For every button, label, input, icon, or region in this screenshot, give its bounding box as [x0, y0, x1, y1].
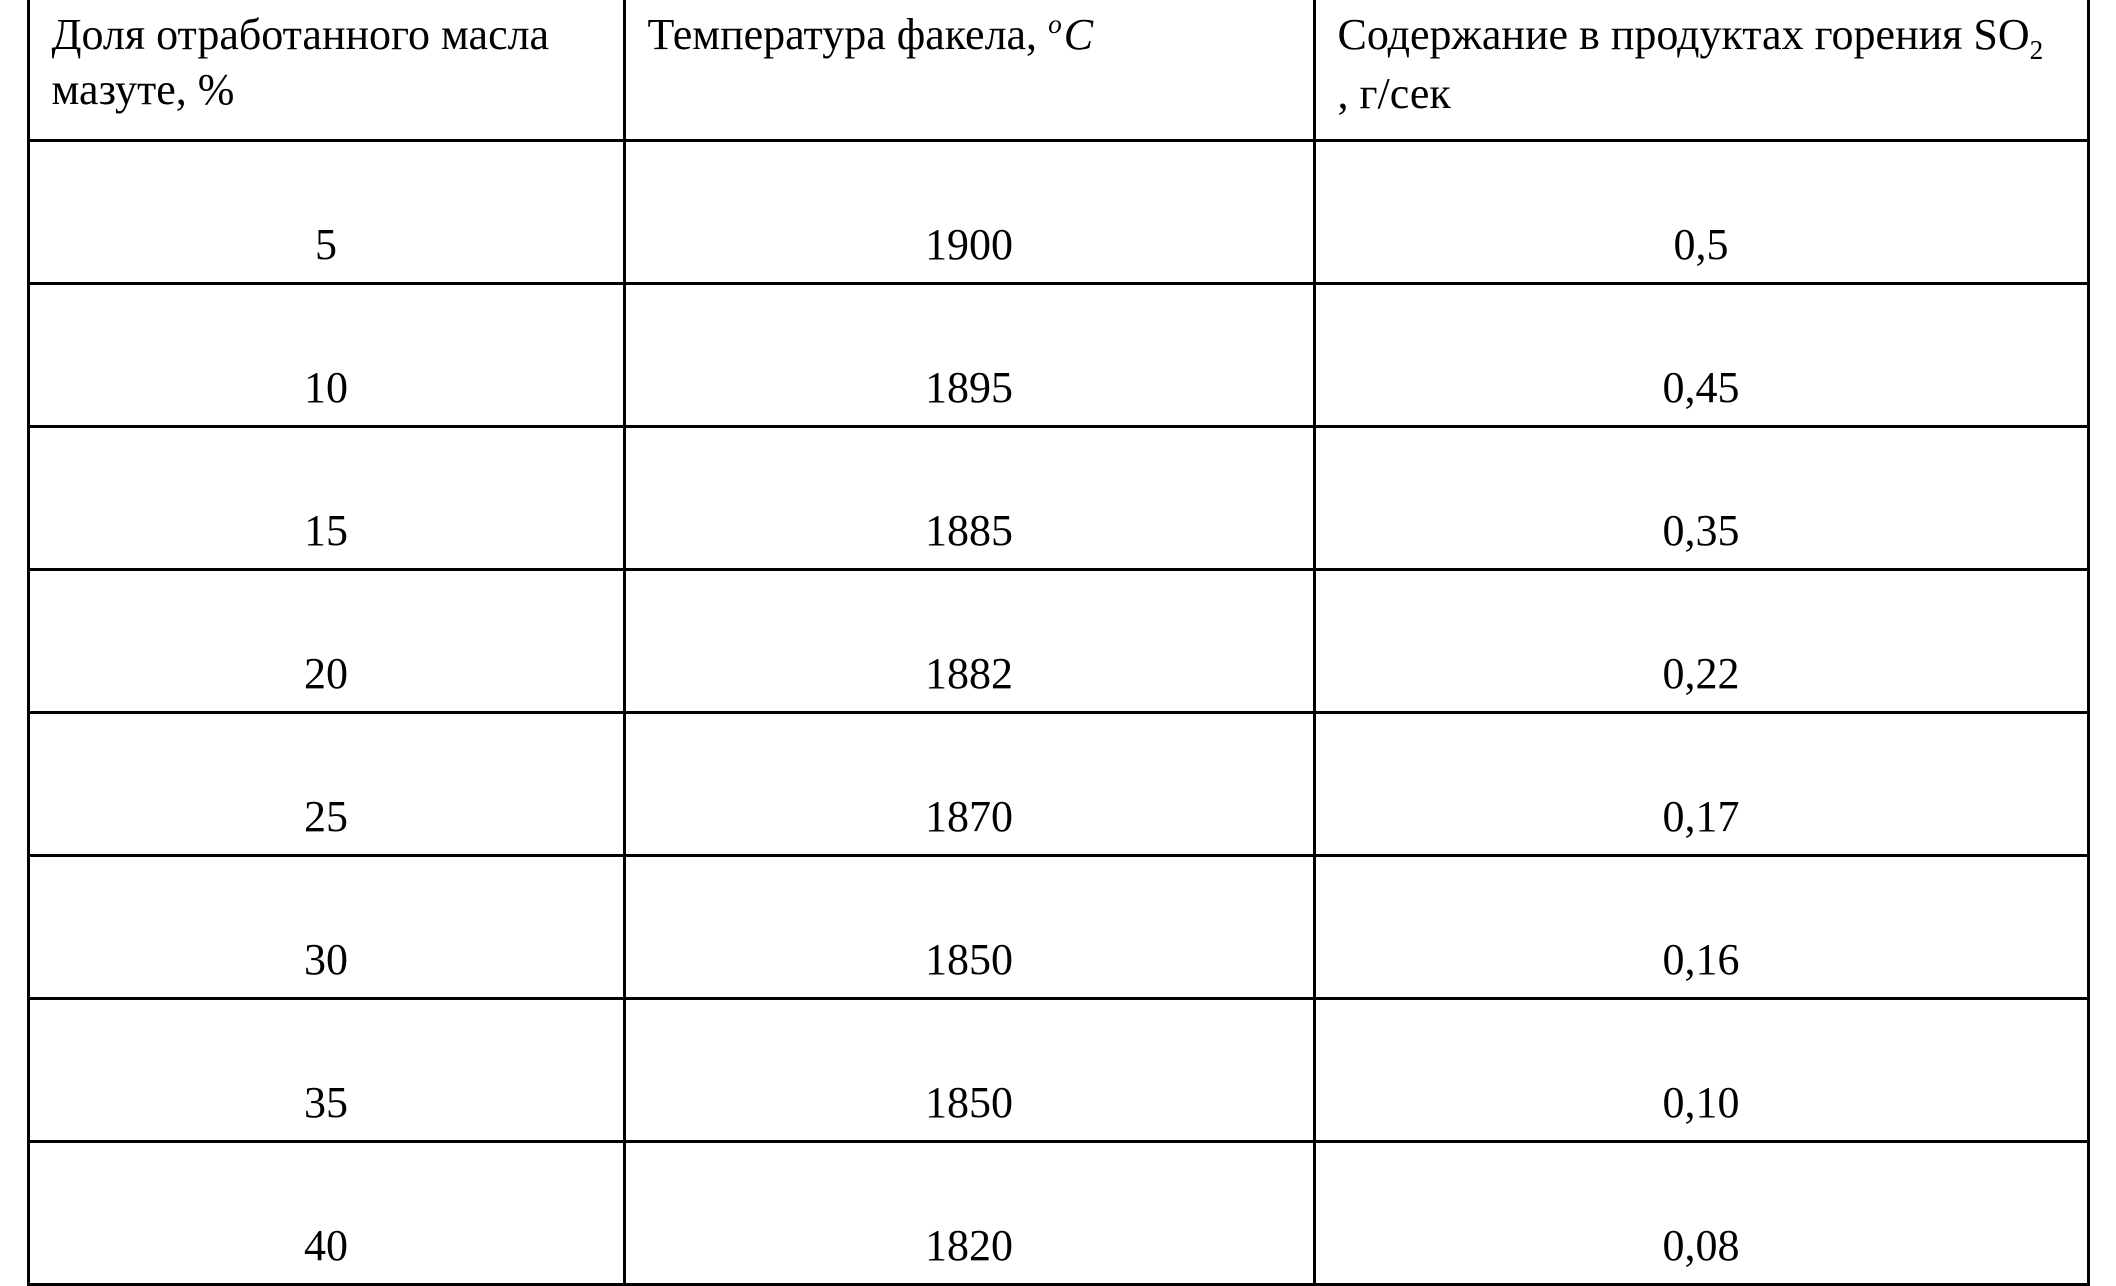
- cell-share: 5: [28, 141, 624, 284]
- cell-temp: 1900: [624, 141, 1314, 284]
- cell-share: 40: [28, 1142, 624, 1285]
- cell-so2: 0,16: [1314, 856, 2088, 999]
- celsius-symbol: С: [1064, 10, 1093, 59]
- table-row: 10 1895 0,45: [28, 284, 2088, 427]
- cell-temp: 1885: [624, 427, 1314, 570]
- cell-share: 30: [28, 856, 624, 999]
- col-header-so2: Содержание в продуктах горения SO2 , г/с…: [1314, 0, 2088, 141]
- cell-so2: 0,5: [1314, 141, 2088, 284]
- so2-subscript: 2: [2030, 34, 2044, 64]
- cell-so2: 0,08: [1314, 1142, 2088, 1285]
- table-row: 15 1885 0,35: [28, 427, 2088, 570]
- table-row: 25 1870 0,17: [28, 713, 2088, 856]
- table-row: 35 1850 0,10: [28, 999, 2088, 1142]
- cell-share: 15: [28, 427, 624, 570]
- col-header-share: Доля отработанного масла мазуте, %: [28, 0, 624, 141]
- cell-share: 20: [28, 570, 624, 713]
- cell-temp: 1850: [624, 999, 1314, 1142]
- degree-superscript: о: [1048, 9, 1064, 39]
- table-row: 5 1900 0,5: [28, 141, 2088, 284]
- cell-temp: 1820: [624, 1142, 1314, 1285]
- col-header-temp-pre: Температура факела,: [648, 10, 1049, 59]
- cell-so2: 0,17: [1314, 713, 2088, 856]
- col-header-temp: Температура факела, оС: [624, 0, 1314, 141]
- col-header-so2-pre: Содержание в продуктах горения SO: [1338, 10, 2030, 59]
- data-table: Доля отработанного масла мазуте, % Темпе…: [27, 0, 2090, 1286]
- col-header-share-text: Доля отработанного масла мазуте, %: [52, 10, 550, 114]
- cell-temp: 1882: [624, 570, 1314, 713]
- cell-temp: 1870: [624, 713, 1314, 856]
- col-header-so2-post: , г/сек: [1338, 69, 1451, 118]
- table-row: 20 1882 0,22: [28, 570, 2088, 713]
- table-row: 30 1850 0,16: [28, 856, 2088, 999]
- cell-share: 10: [28, 284, 624, 427]
- table-header-row: Доля отработанного масла мазуте, % Темпе…: [28, 0, 2088, 141]
- cell-share: 25: [28, 713, 624, 856]
- cell-so2: 0,35: [1314, 427, 2088, 570]
- cell-so2: 0,22: [1314, 570, 2088, 713]
- cell-so2: 0,45: [1314, 284, 2088, 427]
- cell-so2: 0,10: [1314, 999, 2088, 1142]
- cell-temp: 1850: [624, 856, 1314, 999]
- cell-temp: 1895: [624, 284, 1314, 427]
- table-row: 40 1820 0,08: [28, 1142, 2088, 1285]
- cell-share: 35: [28, 999, 624, 1142]
